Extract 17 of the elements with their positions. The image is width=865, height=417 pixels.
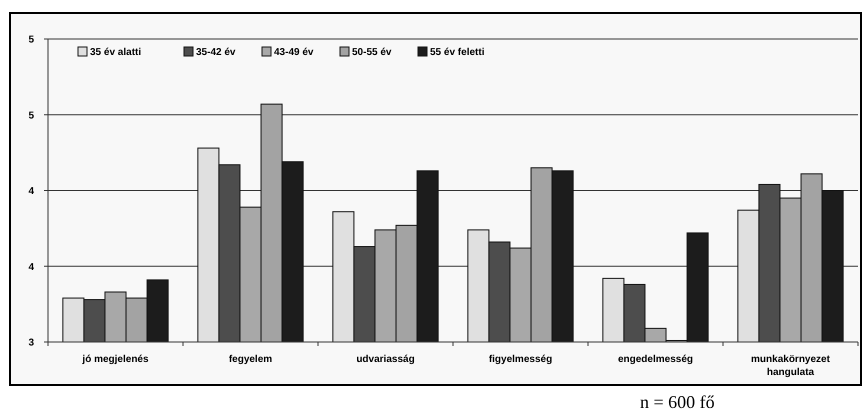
x-tick-label: munkakörnyezet hangulata bbox=[751, 354, 831, 378]
legend-label: 55 év feletti bbox=[430, 47, 485, 58]
y-tick-label: 4 bbox=[28, 262, 34, 273]
legend-label: 35 év alatti bbox=[90, 47, 142, 58]
legend-label: 35-42 év bbox=[196, 47, 236, 58]
x-tick-label: jó megjelenés bbox=[81, 354, 150, 365]
x-tick-label: fegyelem bbox=[228, 354, 272, 365]
x-tick-label: udvariasság bbox=[356, 354, 415, 365]
text: n = 600 fő bbox=[640, 392, 715, 412]
y-tick-label: 3 bbox=[28, 338, 34, 348]
legend-label: 43-49 év bbox=[274, 47, 314, 58]
y-tick-label: 5 bbox=[28, 110, 34, 122]
x-tick-label: figyelmesség bbox=[488, 354, 552, 365]
legend-label: 50-55 év bbox=[352, 47, 392, 58]
y-tick-label: 5 bbox=[28, 34, 34, 46]
y-tick-label: 4 bbox=[28, 186, 34, 197]
x-tick-label: engedelmesség bbox=[618, 354, 694, 365]
